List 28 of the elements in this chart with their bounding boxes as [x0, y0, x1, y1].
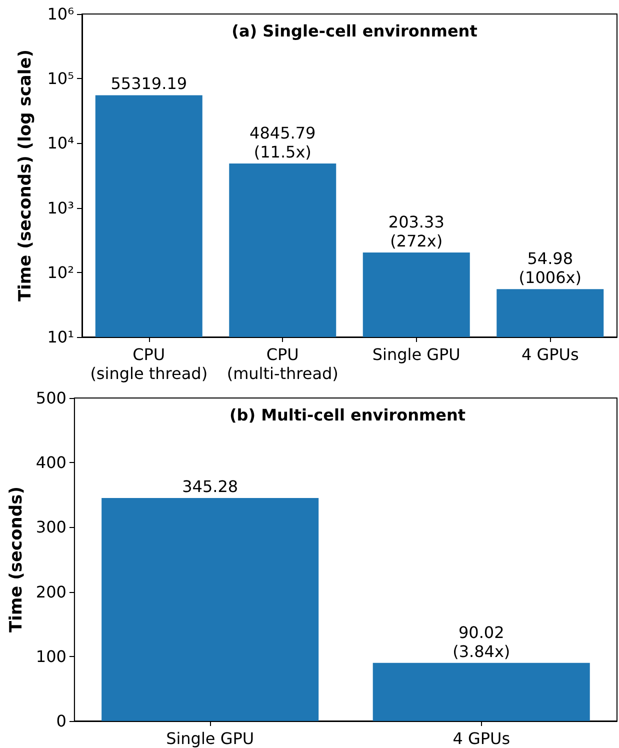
data-label: 90.02 (3.84x) [452, 622, 510, 661]
y-tick-label: 10³ [47, 198, 74, 218]
y-tick-label: 10¹ [47, 328, 74, 346]
x-tick-label: CPU (single thread) [90, 345, 208, 383]
x-tick-label: Single GPU [166, 729, 254, 748]
y-tick-label: 200 [36, 582, 66, 602]
y-axis-title: Time (seconds) [6, 486, 26, 632]
y-tick-label: 300 [36, 518, 66, 537]
x-tick-label: 4 GPUs [521, 345, 579, 364]
y-axis-title: Time (seconds) (log scale) [16, 50, 36, 302]
x-tick-label: 4 GPUs [452, 729, 510, 748]
y-tick-label: 100 [36, 646, 66, 666]
data-label: 55319.19 [110, 74, 188, 94]
x-tick-label: Single GPU [372, 345, 460, 364]
y-tick-label: 10⁴ [47, 134, 74, 153]
y-tick-label: 0 [56, 712, 66, 730]
text: (a) Single-cell environment [232, 22, 478, 40]
data-label: 203.33 (272x) [388, 212, 444, 250]
y-tick-label: 10⁶ [47, 4, 74, 24]
data-label: 54.98 (1006x) [518, 249, 582, 288]
x-tick-label: CPU (multi-thread) [226, 345, 338, 383]
data-label: 345.28 [182, 476, 238, 496]
y-tick-label: 10⁵ [47, 69, 74, 88]
text: (b) Multi-cell environment [229, 406, 466, 424]
data-label: 4845.79 (11.5x) [250, 124, 316, 162]
y-tick-label: 400 [36, 453, 66, 472]
y-tick-label: 500 [36, 388, 66, 408]
y-tick-label: 10² [47, 262, 74, 282]
